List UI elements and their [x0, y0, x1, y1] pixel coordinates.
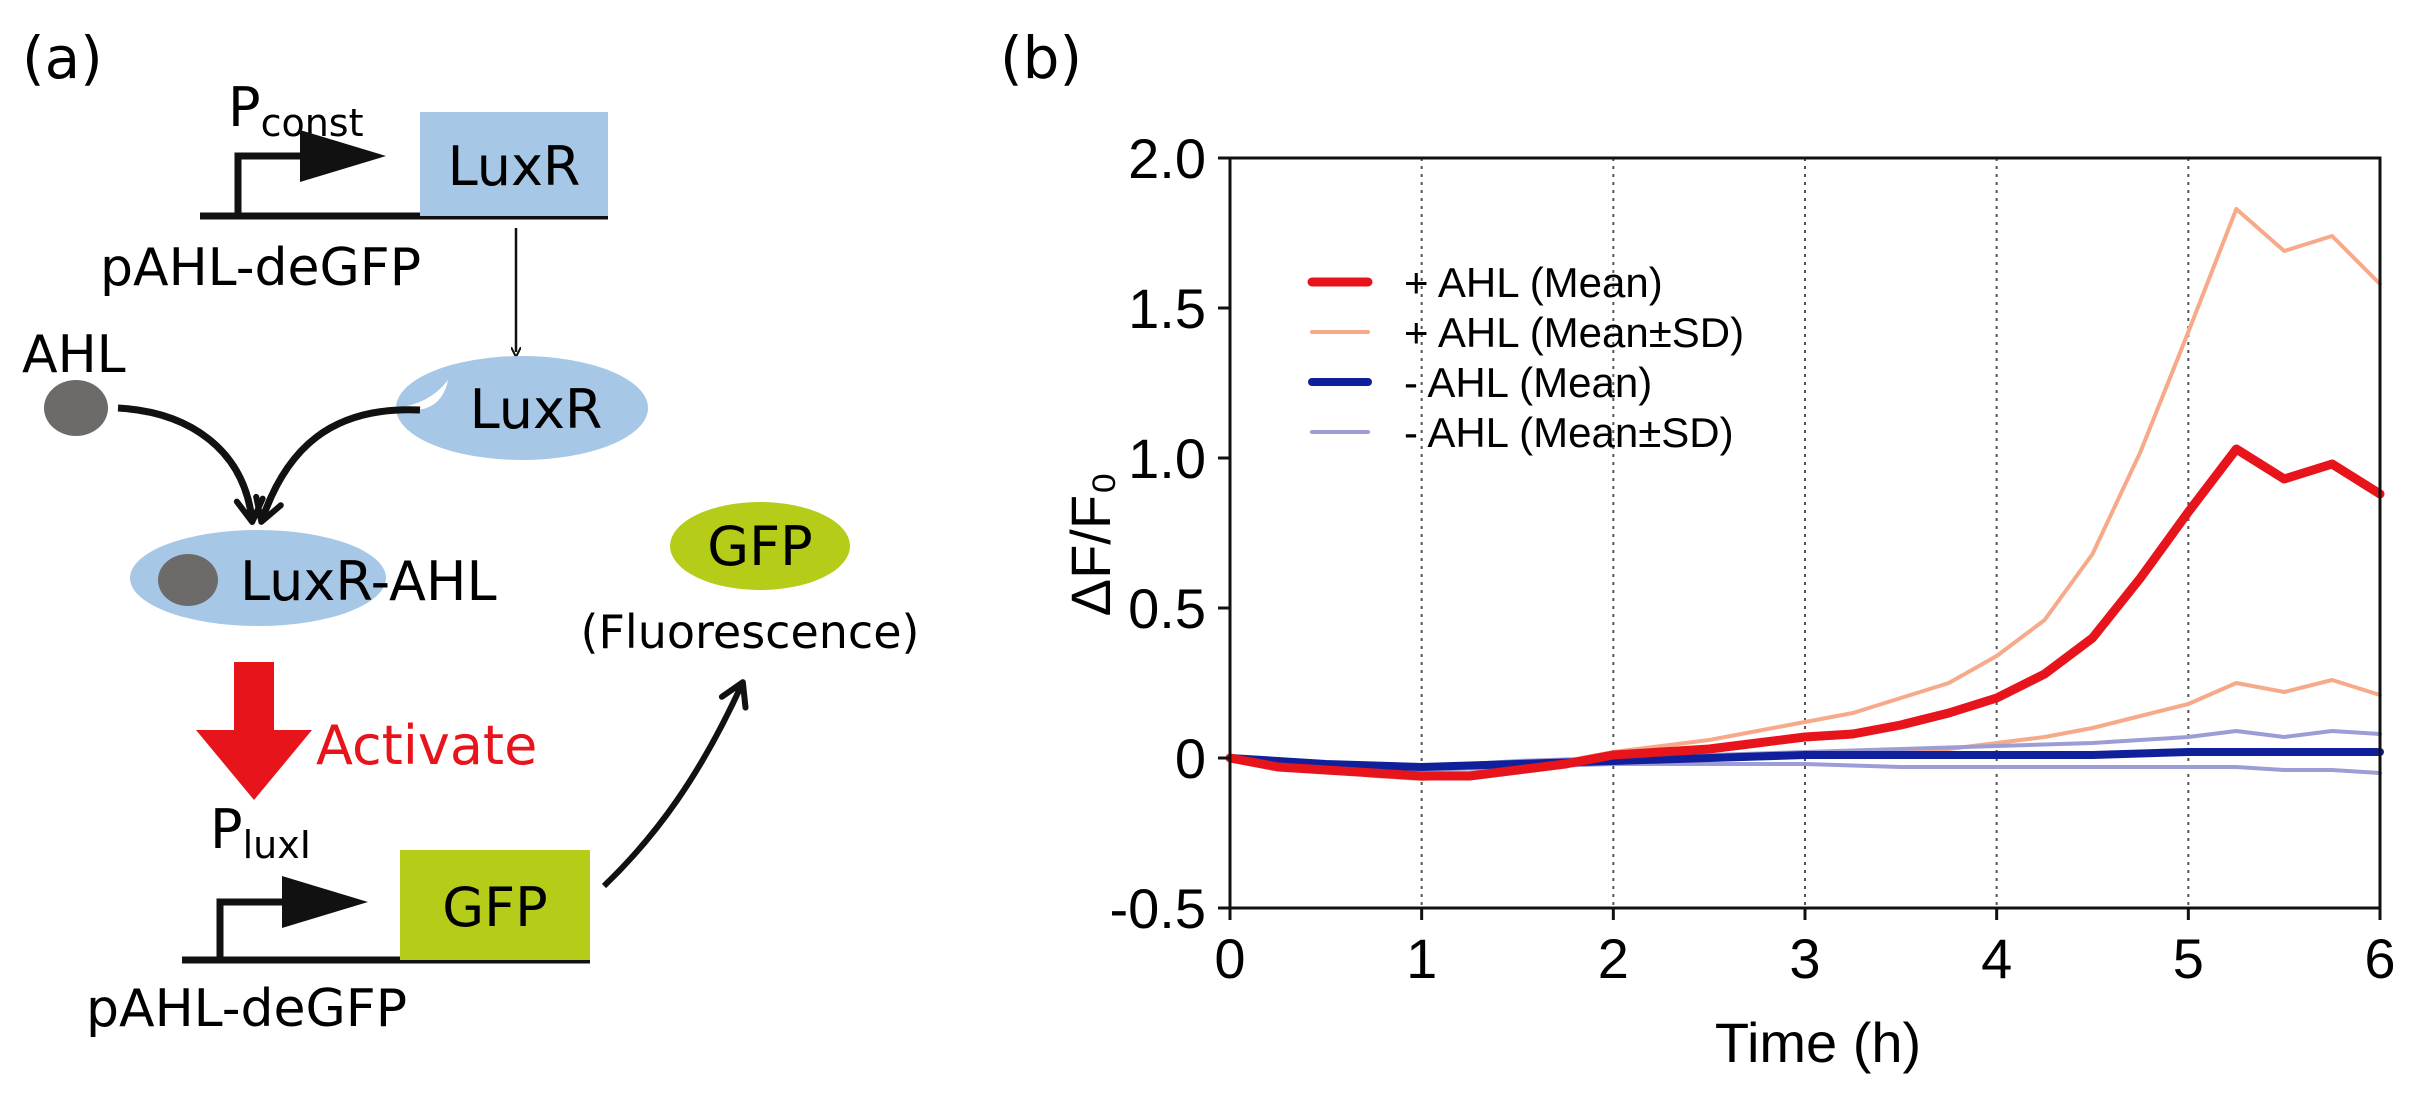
gfp-protein-shape [670, 502, 850, 590]
top-construct: Pconst LuxR pAHL-deGFP [100, 76, 608, 298]
x-tick-label-1: 1 [1406, 927, 1437, 990]
luxr-gene-box [420, 112, 608, 216]
ahl-binding-arrow [117, 404, 266, 525]
bottom-plasmid-label: pAHL-deGFP [86, 979, 407, 1039]
legend-label-0: + AHL (Mean) [1404, 259, 1663, 306]
panel-a-label: (a) [22, 24, 103, 92]
gfp-protein: GFP (Fluorescence) [581, 502, 920, 659]
x-tick-label-0: 0 [1214, 927, 1245, 990]
x-tick-label-3: 3 [1789, 927, 1820, 990]
x-tick-label-6: 6 [2364, 927, 2395, 990]
luxr-protein-label: LuxR [470, 378, 603, 441]
gfp-expression-arrow [601, 679, 749, 889]
luxr-binding-notch [396, 380, 448, 411]
vertical-gridlines [1420, 158, 2190, 908]
luxr-binding-arrow [253, 406, 421, 525]
ahl-label: AHL [22, 325, 126, 385]
top-promoter-arrow [234, 152, 330, 216]
panel-b-label: (b) [1000, 24, 1082, 92]
gfp-protein-label: GFP [707, 515, 812, 578]
series-layer [1225, 207, 2385, 781]
luxr-ahl-complex: LuxR-AHL [130, 530, 497, 626]
series-line-ahl-mean-mean-4 [1226, 748, 2384, 771]
y-axis-label: ΔF/F₀ [1059, 472, 1122, 617]
y-tick-label-1_5: 1.5 [1128, 277, 1206, 340]
x-tick-label-2: 2 [1598, 927, 1629, 990]
activate-label: Activate [316, 714, 537, 777]
y-tick-label-1: 1.0 [1128, 427, 1206, 490]
y-tick-label-0: 0 [1175, 727, 1206, 790]
top-plasmid-label: pAHL-deGFP [100, 238, 421, 298]
x-axis-label: Time (h) [1715, 1011, 1921, 1074]
top-promoter-label: Pconst [228, 76, 364, 145]
y-tick-labels: -0.5 0 0.5 1.0 1.5 2.0 [1110, 127, 1207, 940]
top-promoter-arrowhead [300, 130, 386, 182]
complex-ahl-molecule [158, 554, 218, 606]
ahl-molecule [44, 380, 108, 436]
series-line-ahl-mean-mean-5 [1225, 444, 2385, 781]
gfp-gene-label: GFP [442, 876, 547, 939]
bottom-construct: PluxI GFP pAHL-deGFP [86, 798, 590, 1039]
y-tick-label-2: 2.0 [1128, 127, 1206, 190]
y-tick-label-0_5: 0.5 [1128, 577, 1206, 640]
legend-label-3: - AHL (Mean±SD) [1404, 409, 1734, 456]
complex-label: LuxR-AHL [240, 550, 497, 613]
axis-ticks [1218, 156, 2382, 920]
gfp-gene-box [400, 850, 590, 960]
bottom-promoter-label: PluxI [210, 798, 311, 867]
panel-a: (a) Pconst LuxR pAHL-deGFP AHL LuxR [22, 24, 919, 1039]
activate-arrow [196, 662, 312, 800]
x-tick-label-5: 5 [2173, 927, 2204, 990]
x-tick-label-4: 4 [1981, 927, 2012, 990]
luxr-protein-shape [396, 356, 648, 460]
luxr-protein: LuxR [396, 356, 648, 460]
y-tick-label--0_5: -0.5 [1110, 877, 1207, 940]
legend-label-1: + AHL (Mean±SD) [1404, 309, 1744, 356]
fluorescence-label: (Fluorescence) [581, 605, 920, 659]
x-tick-labels: 0 1 2 3 4 5 6 [1214, 927, 2395, 990]
bottom-promoter-arrow [216, 898, 310, 960]
luxr-gene-label: LuxR [448, 135, 581, 198]
legend-label-2: - AHL (Mean) [1404, 359, 1652, 406]
legend: + AHL (Mean)+ AHL (Mean±SD) - AHL (Mean)… [1307, 259, 1744, 456]
bottom-promoter-arrowhead [282, 876, 368, 928]
